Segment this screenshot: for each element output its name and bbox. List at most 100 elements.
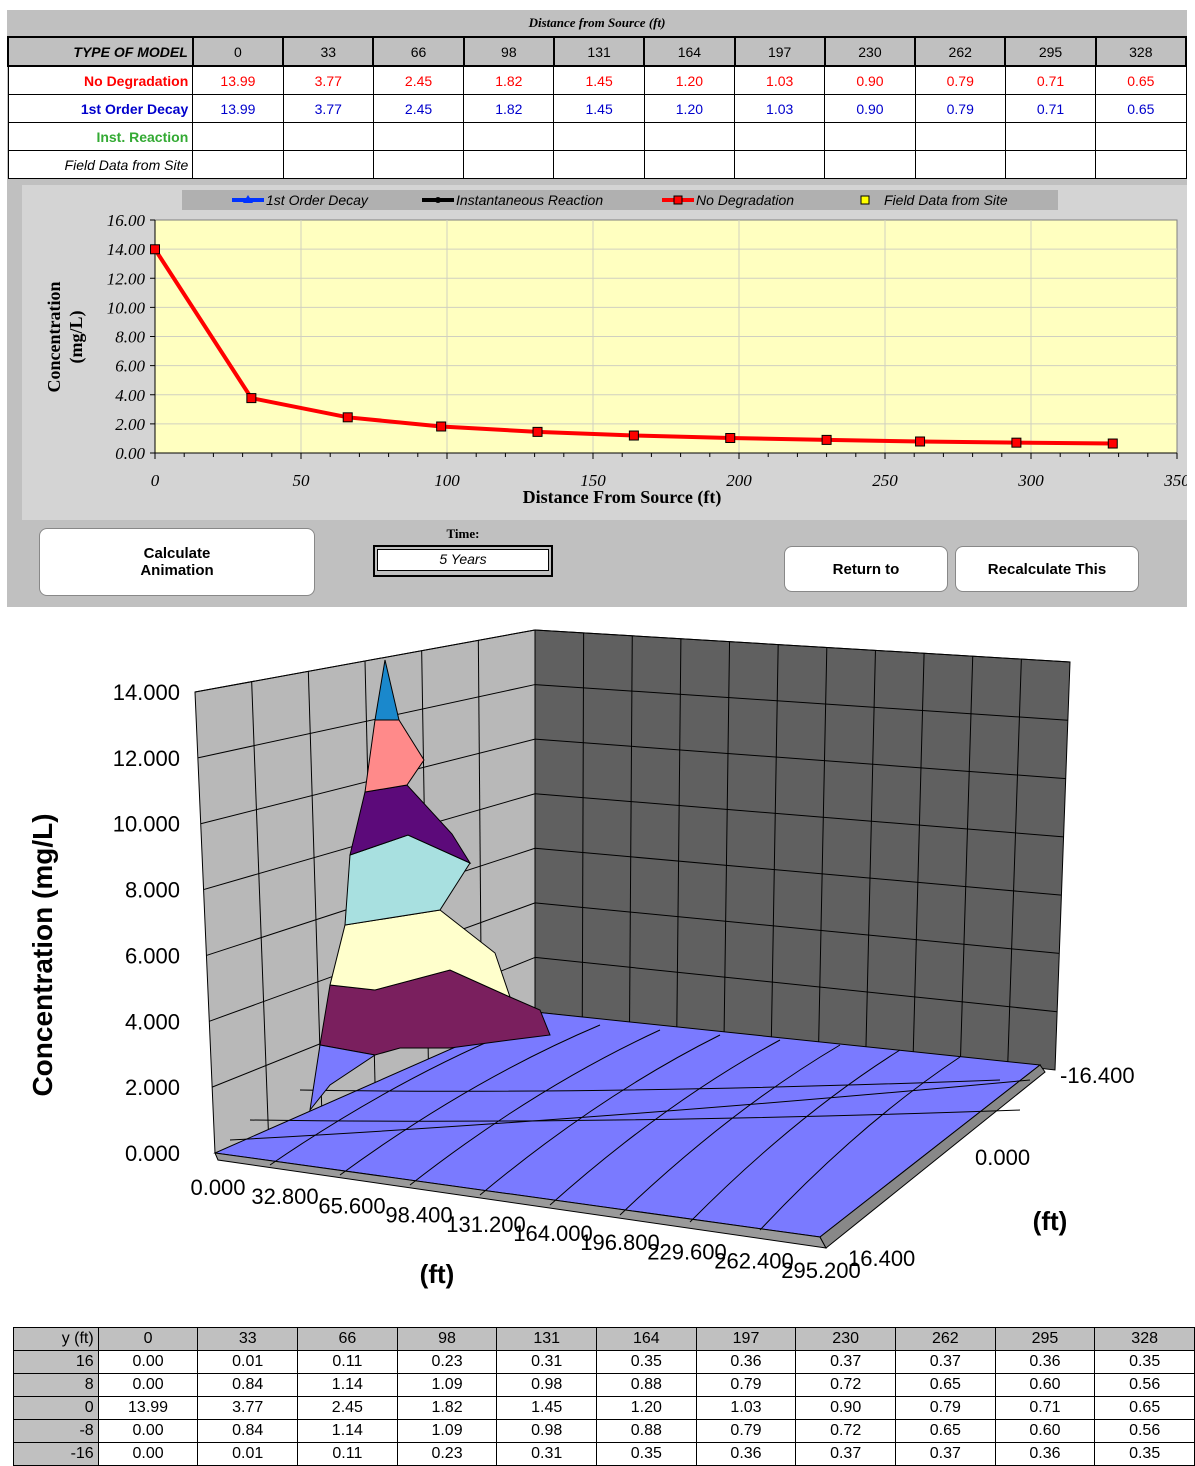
grid-row-y: -16 [13,1442,99,1466]
wall-grid-line [534,738,1066,780]
back-right-wall [534,629,1071,1071]
recalculate-button[interactable]: Recalculate This [955,546,1139,592]
return-to-button[interactable]: Return to [784,546,948,592]
grid-value-cell: 0.01 [197,1442,299,1466]
distance-column-header: 262 [914,36,1007,67]
model-value-cell: 1.45 [553,94,645,123]
grid-value-cell: 0.00 [97,1442,199,1466]
data-point [342,412,353,423]
grid-value-cell: 13.99 [97,1396,199,1420]
calculate-animation-button[interactable]: Calculate Animation [39,528,315,596]
model-value-cell: 0.90 [824,65,916,95]
grid-value-cell: 0.00 [97,1419,199,1443]
legend-marker [860,195,870,205]
model-value-cell [914,122,1006,151]
grid-value-cell: 0.72 [795,1419,896,1443]
distance-column-header: 98 [462,36,555,67]
x-tick-label: 262.400 [714,1249,794,1274]
model-value-cell: 1.20 [643,94,736,123]
wall-grid-line [581,632,585,1018]
wall-grid-line [534,629,1071,663]
model-value-cell: 1.82 [463,94,555,123]
summary-table: TYPE OF MODEL 0 33 66 98 131 164 197 230 262 295 32… [7,36,1188,179]
grid-column-header: 131 [496,1327,598,1351]
model-value-cell: 0.71 [1004,65,1097,95]
grid-row-y: -8 [13,1419,99,1443]
z-tick-label: 8.000 [125,878,180,903]
wall-grid-line [534,793,1064,838]
distance-column-header: 33 [282,36,375,67]
legend-label: Instantaneous Reaction [456,192,603,208]
grid-value-cell: 1.03 [695,1396,797,1420]
model-value-cell: 0.65 [1095,65,1187,95]
z-tick-label: 14.000 [113,680,180,705]
distance-column-header: 197 [733,36,826,67]
grid-value-cell: 0.65 [1094,1396,1195,1420]
grid-value-cell: 0.72 [795,1373,896,1397]
wall-grid-line [629,635,633,1023]
grid-value-cell: 0.36 [695,1350,797,1374]
legend-marker [435,197,441,203]
z-tick-label: 12.000 [113,746,180,771]
x-tick-label: 350 [1163,471,1187,490]
model-row-label: Inst. Reaction [7,122,194,151]
model-row-label: 1st Order Decay [7,94,194,123]
x-tick-label: 295.200 [781,1258,861,1283]
y-tick-label: 4.00 [115,386,145,405]
grid-value-cell: 0.65 [894,1419,996,1443]
wall-grid-line [723,641,731,1034]
model-value-cell [1095,122,1187,151]
model-value-cell [553,122,645,151]
depth-tick-label: 0.000 [975,1145,1030,1170]
wall-grid-line [676,638,682,1028]
model-value-cell [192,150,284,179]
model-value-cell [1004,122,1097,151]
grid-value-cell: 0.98 [496,1373,598,1397]
legend-label: No Degradation [696,192,794,208]
legend-label: 1st Order Decay [266,192,369,208]
concentration-surface-chart: 0.000 2.000 4.000 6.000 8.000 10.000 12.000 14.… [27,629,1135,1289]
x-tick-label: 131.200 [446,1212,526,1237]
wall-grid-line [818,647,828,1044]
y-tick-label: 8.00 [115,328,145,347]
legend-label: Field Data from Site [884,192,1008,208]
grid-value-cell: 1.14 [297,1373,398,1397]
x-tick-label: 0.000 [190,1175,245,1200]
grid-value-cell: 0.37 [894,1350,996,1374]
x-tick-label: 32.800 [251,1184,318,1209]
model-value-cell [643,122,736,151]
wall-grid-line [534,956,1058,1013]
x-tick-label: 164.000 [513,1221,593,1246]
grid-value-cell: 0.56 [1094,1419,1195,1443]
x-tick-label: 250 [872,471,898,490]
model-value-cell: 13.99 [192,94,284,123]
grid-value-cell: 0.56 [1094,1373,1195,1397]
x-axis-title: Distance From Source (ft) [523,487,722,508]
data-point [532,426,543,437]
grid-column-header: 98 [396,1327,498,1351]
model-value-cell [643,150,736,179]
surface-band [374,659,400,721]
z-tick-label: 6.000 [125,943,180,968]
grid-value-cell: 0.23 [396,1442,498,1466]
model-value-cell: 2.45 [372,65,465,95]
grid-row-y: 8 [13,1373,99,1397]
data-point [821,434,832,445]
model-value-cell: 3.77 [282,94,374,123]
grid-row-y: 0 [13,1396,99,1420]
surface-mesh-line [549,1039,781,1206]
model-value-cell: 0.79 [914,94,1006,123]
grid-value-cell: 0.71 [994,1396,1096,1420]
surface-band [309,1044,377,1112]
grid-value-cell: 1.14 [297,1419,398,1443]
model-value-cell [734,122,826,151]
surface-mesh-line [299,1079,1001,1092]
model-summary-panel: Distance from Source (ft) TYPE OF MODEL 0… [7,10,1188,607]
time-field[interactable]: 5 Years [377,549,549,571]
grid-value-cell: 1.09 [396,1373,498,1397]
data-point [1107,438,1118,449]
model-row-label: No Degradation [7,65,194,95]
grid-column-header: 328 [1094,1327,1195,1351]
z-tick-label: 2.000 [125,1075,180,1100]
data-point [628,430,639,441]
